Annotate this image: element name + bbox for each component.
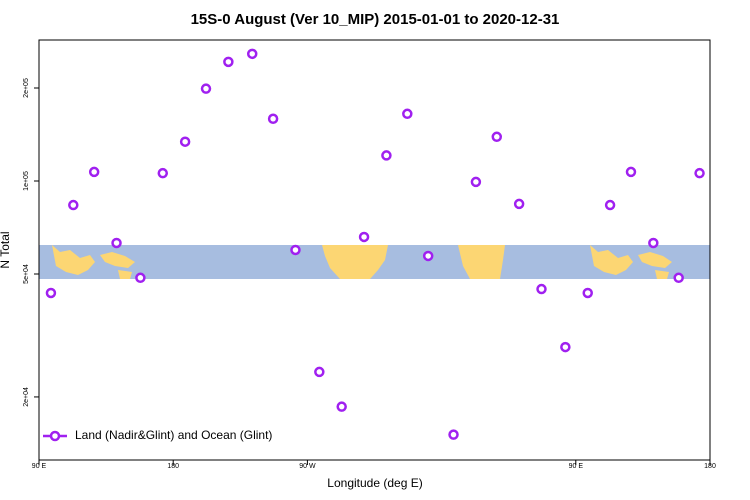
point [179, 136, 191, 147]
point [223, 56, 234, 68]
x-axis-label: Longitude (deg E) [327, 476, 422, 490]
x-tick-label: 180 [167, 463, 179, 470]
point [648, 237, 659, 249]
point [448, 429, 459, 440]
x-tick-label: 180 [704, 463, 716, 470]
x-tick-label: 90 E [569, 463, 584, 470]
point [336, 401, 347, 412]
point [68, 199, 79, 211]
y-tick-label: 2e+05 [23, 78, 30, 98]
point [513, 198, 525, 210]
chart-title: 15S-0 August (Ver 10_MIP) 2015-01-01 to … [191, 11, 560, 28]
legend-marker [49, 430, 61, 442]
point [491, 131, 503, 143]
point [290, 244, 301, 256]
point [111, 237, 122, 249]
point [135, 272, 146, 284]
y-axis-label: N Total [0, 231, 12, 268]
x-tick-label: 90 W [299, 463, 316, 470]
x-tick-label: 90 E [32, 463, 47, 470]
point [470, 176, 482, 188]
point [582, 287, 593, 299]
point [381, 150, 392, 161]
point [536, 283, 547, 295]
point [673, 272, 684, 284]
point [422, 250, 434, 262]
point [157, 167, 169, 179]
point [45, 287, 57, 299]
point [358, 231, 370, 243]
legend-label: Land (Nadir&Glint) and Ocean (Glint) [75, 428, 272, 442]
point [200, 83, 212, 94]
point [88, 166, 100, 178]
point [604, 199, 616, 211]
point [314, 366, 325, 378]
plot-frame [38, 39, 711, 461]
point [625, 166, 637, 178]
point [560, 341, 571, 353]
land [52, 245, 672, 279]
y-tick-label: 5e+04 [23, 264, 30, 284]
point [246, 48, 258, 60]
y-tick-label: 2e+04 [23, 387, 30, 407]
point [402, 108, 413, 120]
point [694, 167, 705, 179]
y-tick-label: 1e+05 [23, 171, 30, 191]
point [267, 113, 279, 125]
